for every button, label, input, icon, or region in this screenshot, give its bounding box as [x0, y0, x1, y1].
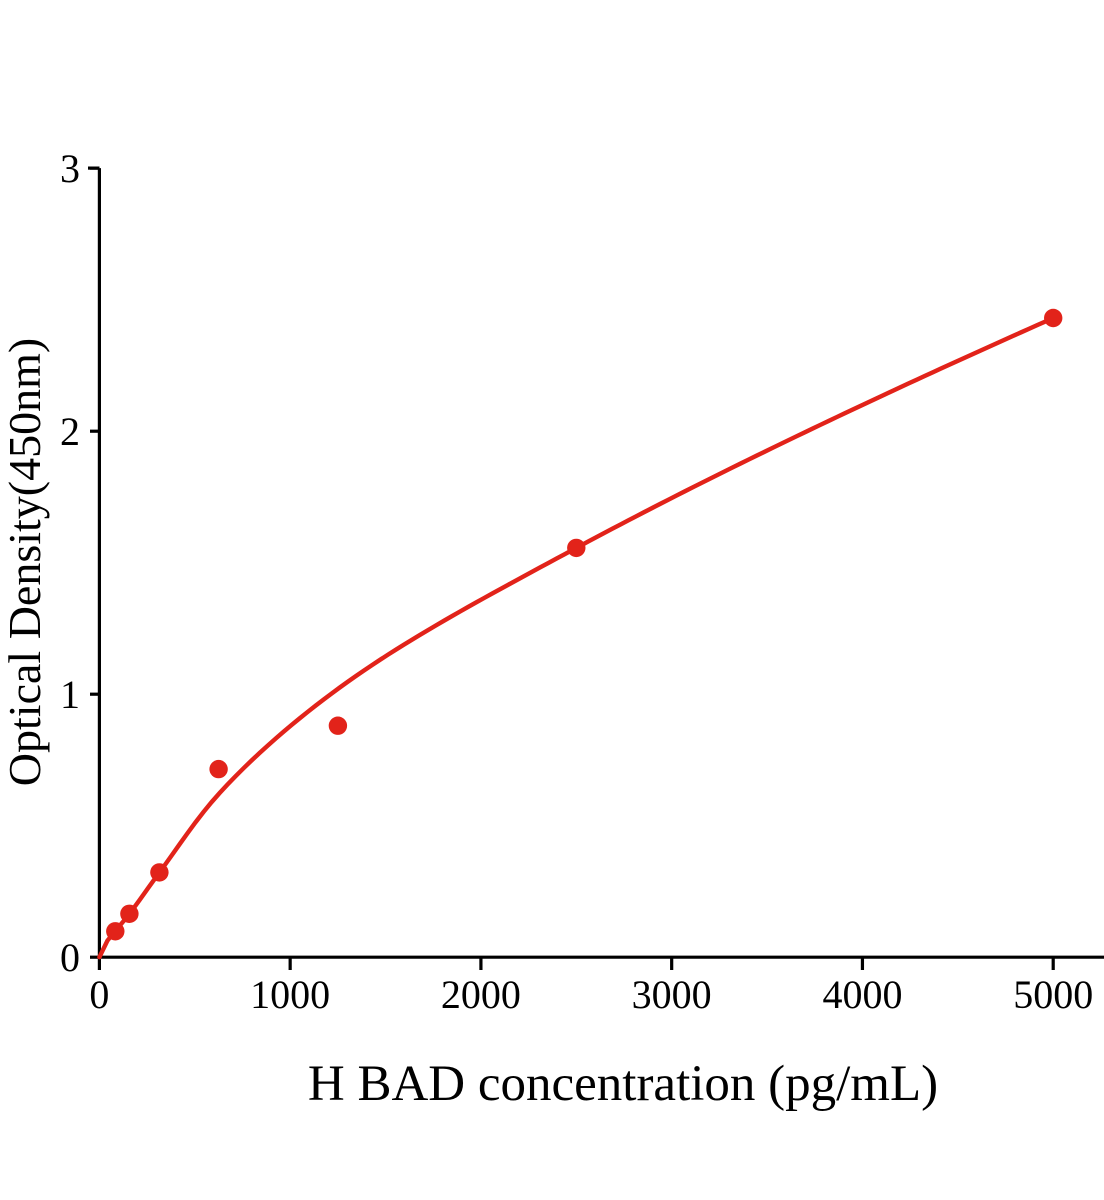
svg-text:Optical Density(450nm): Optical Density(450nm) — [0, 338, 50, 786]
svg-text:5000: 5000 — [1013, 972, 1093, 1017]
svg-text:1: 1 — [60, 672, 80, 717]
svg-text:0: 0 — [60, 935, 80, 980]
svg-text:0: 0 — [89, 972, 109, 1017]
svg-text:1000: 1000 — [250, 972, 330, 1017]
svg-text:3: 3 — [60, 146, 80, 191]
svg-text:H BAD concentration (pg/mL): H BAD concentration (pg/mL) — [308, 1056, 938, 1112]
svg-text:3000: 3000 — [632, 972, 712, 1017]
svg-text:2: 2 — [60, 409, 80, 454]
svg-text:4000: 4000 — [822, 972, 902, 1017]
svg-text:2000: 2000 — [441, 972, 521, 1017]
